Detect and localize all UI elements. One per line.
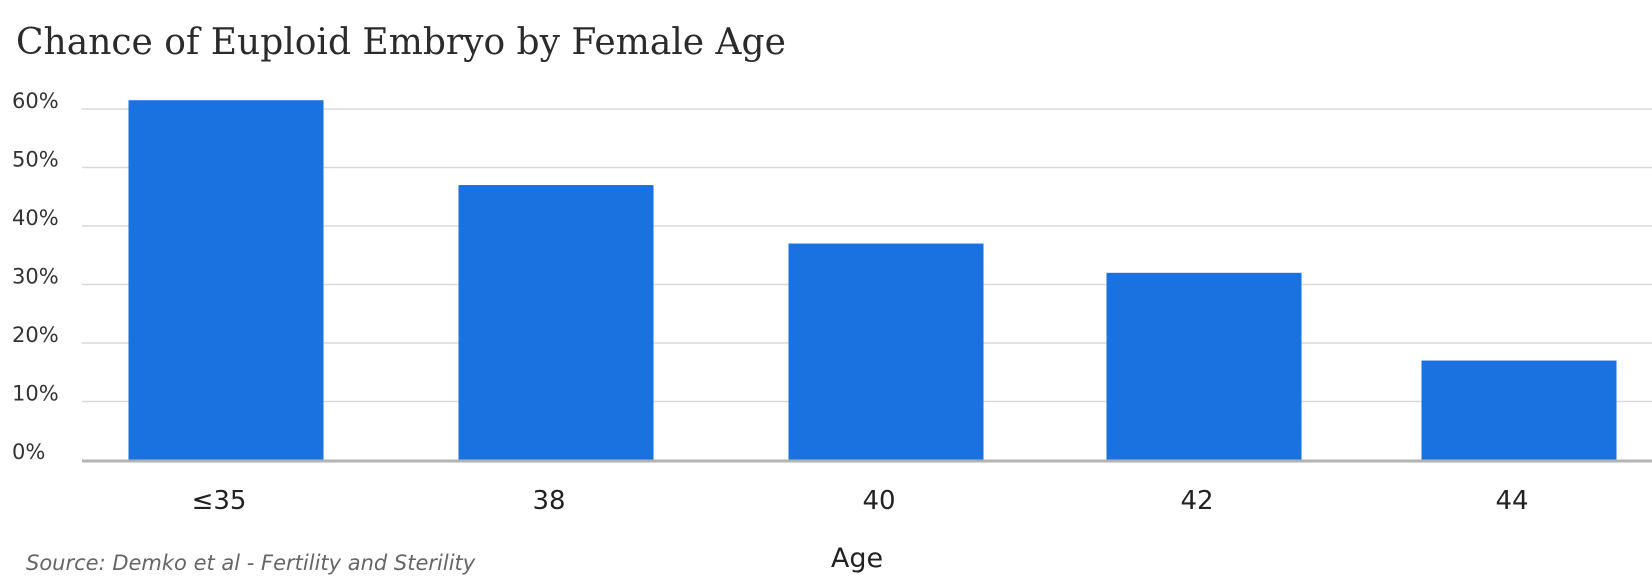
x-tick-label: ≤35: [192, 486, 247, 516]
bar-1: [458, 185, 654, 461]
bar-4: [1421, 360, 1617, 460]
y-axis-ticks: 0% 10% 20% 30% 40% 50% 60%: [12, 89, 59, 464]
y-tick-label: 60%: [12, 89, 59, 113]
x-tick-label: 38: [532, 486, 565, 516]
y-tick-label: 50%: [12, 148, 59, 172]
x-tick-label: 44: [1495, 486, 1528, 516]
y-tick-label: 30%: [12, 265, 59, 289]
source-note: Source: Demko et al - Fertility and Ster…: [26, 551, 476, 575]
bars: [128, 100, 1617, 461]
bar-0: [128, 100, 324, 460]
y-tick-label: 40%: [12, 206, 59, 230]
y-tick-label: 0%: [12, 440, 45, 464]
x-axis-ticks: ≤35 38 40 42 44: [192, 486, 1529, 516]
y-tick-label: 10%: [12, 382, 59, 406]
x-tick-label: 42: [1180, 486, 1213, 516]
x-tick-label: 40: [862, 486, 895, 516]
bar-2: [788, 243, 984, 460]
x-axis-label: Age: [831, 543, 883, 574]
bar-3: [1106, 272, 1302, 460]
y-tick-label: 20%: [12, 323, 59, 347]
chart-title: Chance of Euploid Embryo by Female Age: [16, 22, 786, 63]
